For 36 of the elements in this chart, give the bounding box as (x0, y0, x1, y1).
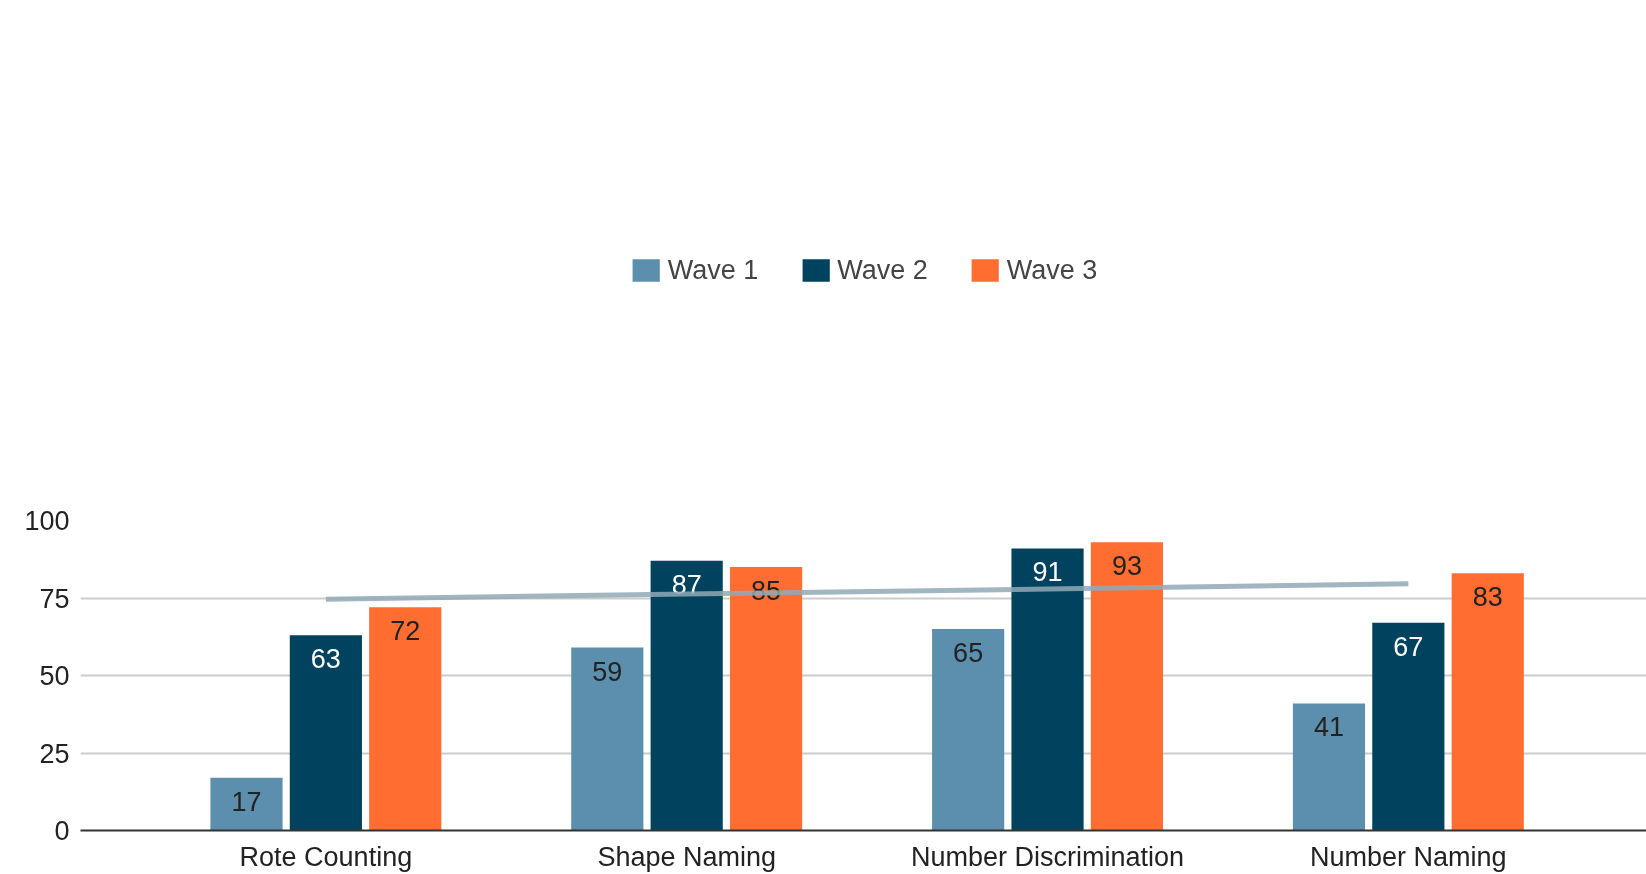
y-tick-label: 50 (39, 661, 70, 691)
bar (210, 777, 283, 831)
data-label: 85 (751, 576, 782, 606)
legend-label: Wave 1 (667, 254, 759, 286)
data-label: 59 (592, 656, 623, 687)
bar (289, 635, 362, 831)
legend-label: Wave 3 (1006, 254, 1098, 286)
data-label: 17 (231, 786, 262, 817)
data-label: 65 (953, 638, 984, 668)
bar (650, 560, 723, 831)
x-tick-label: Rote Counting (239, 841, 413, 872)
bar (729, 567, 803, 831)
y-tick-label: 0 (54, 816, 70, 846)
data-label: 41 (1313, 712, 1344, 743)
data-label: 63 (310, 644, 341, 675)
bar (1011, 548, 1084, 831)
data-label: 93 (1111, 551, 1142, 582)
bar (1090, 542, 1163, 831)
x-tick-label: Shape Naming (597, 841, 777, 872)
bar (369, 607, 442, 831)
bar (1372, 622, 1445, 831)
y-tick-label: 75 (39, 583, 70, 614)
data-label: 72 (390, 616, 421, 647)
data-label: 87 (671, 569, 702, 600)
y-tick-label: 100 (24, 506, 70, 536)
bar (932, 629, 1005, 831)
legend-label: Wave 2 (837, 254, 928, 286)
bar (571, 647, 644, 831)
data-label: 83 (1472, 582, 1503, 613)
data-label: 91 (1032, 557, 1063, 588)
data-label: 67 (1393, 631, 1424, 662)
x-tick-label: Number Discrimination (910, 841, 1185, 872)
x-tick-label: Number Naming (1310, 841, 1507, 872)
bar (1292, 703, 1366, 831)
y-tick-label: 25 (39, 738, 70, 769)
bar (1451, 573, 1524, 831)
